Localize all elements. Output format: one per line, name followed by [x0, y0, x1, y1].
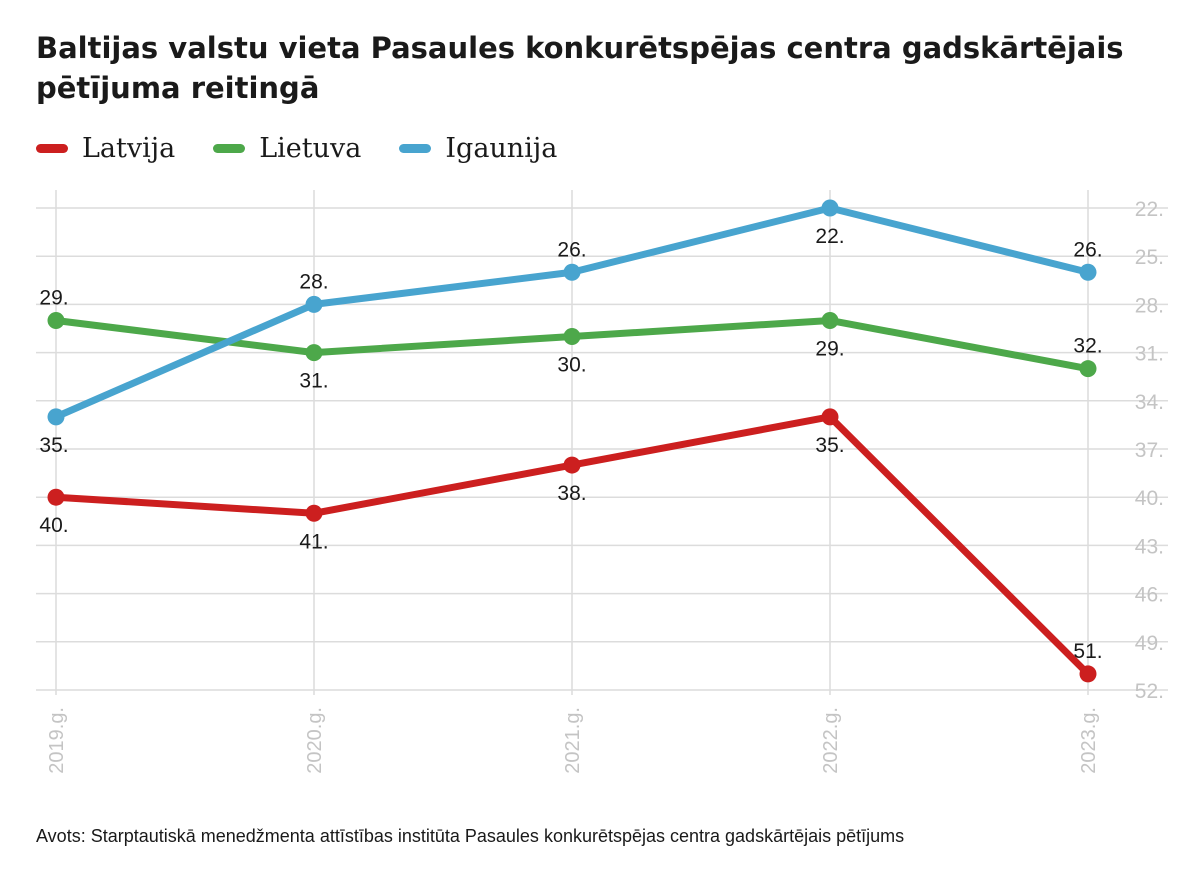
data-label-latvija: 35. [815, 434, 844, 457]
y-tick-label: 52. [1135, 680, 1164, 703]
data-point-latvija [47, 488, 65, 506]
legend-label-latvija: Latvija [82, 132, 176, 164]
data-point-lietuva [305, 344, 323, 362]
legend-swatch-lietuva [213, 143, 246, 153]
data-point-latvija [305, 504, 323, 522]
legend-item-latvija: Latvija [36, 133, 175, 164]
y-tick-label: 43. [1135, 535, 1164, 558]
y-tick-label: 31. [1135, 343, 1164, 366]
data-label-igaunija: 26. [1073, 238, 1102, 261]
data-point-igaunija [47, 408, 65, 426]
data-label-lietuva: 29. [39, 286, 68, 309]
data-point-lietuva [1079, 360, 1097, 378]
y-tick-label: 25. [1135, 246, 1164, 269]
x-tick-label: 2023.g. [1078, 707, 1100, 774]
y-tick-label: 49. [1135, 632, 1164, 655]
source-note: Avots: Starptautiskā menedžmenta attīstī… [36, 826, 905, 846]
data-point-lietuva [821, 311, 839, 329]
legend-item-lietuva: Lietuva [213, 133, 361, 164]
data-point-igaunija [563, 263, 581, 281]
y-tick-label: 22. [1135, 198, 1164, 221]
data-label-latvija: 38. [557, 482, 586, 505]
y-tick-label: 37. [1135, 439, 1164, 462]
data-point-igaunija [305, 295, 323, 313]
data-point-latvija [1079, 665, 1097, 683]
data-point-lietuva [563, 328, 581, 346]
x-tick-label: 2019.g. [46, 707, 68, 774]
legend-item-igaunija: Igaunija [399, 133, 557, 164]
data-label-lietuva: 29. [815, 337, 844, 360]
legend-label-igaunija: Igaunija [445, 132, 558, 164]
y-tick-label: 34. [1135, 391, 1164, 414]
y-tick-label: 28. [1135, 294, 1164, 317]
data-label-lietuva: 32. [1073, 335, 1102, 358]
data-label-igaunija: 28. [299, 270, 328, 293]
data-point-latvija [563, 456, 581, 474]
legend-label-lietuva: Lietuva [259, 132, 362, 164]
data-point-igaunija [821, 199, 839, 217]
data-label-lietuva: 31. [299, 370, 328, 393]
legend-swatch-latvija [36, 143, 68, 153]
data-label-igaunija: 26. [557, 238, 586, 261]
y-tick-label: 40. [1135, 487, 1164, 510]
data-label-igaunija: 22. [815, 225, 844, 248]
x-tick-label: 2020.g. [304, 707, 326, 774]
data-label-latvija: 51. [1073, 640, 1102, 663]
legend: Latvija Lietuva Igaunija [36, 128, 557, 168]
data-point-latvija [821, 408, 839, 426]
y-tick-label: 46. [1135, 584, 1164, 607]
data-label-latvija: 40. [39, 514, 68, 537]
line-chart: 22. 25. 28. 31. 34. 37. 40. 43. 46. 49. 52. 2019.g.… [36, 190, 1168, 774]
data-label-lietuva: 30. [557, 354, 586, 377]
chart-title: Baltijas valstu vieta Pasaules konkurēts… [36, 31, 1124, 105]
data-point-igaunija [1079, 263, 1097, 281]
x-tick-label: 2022.g. [820, 707, 842, 774]
data-point-lietuva [47, 311, 65, 329]
legend-swatch-igaunija [399, 143, 432, 153]
data-label-latvija: 41. [299, 530, 328, 553]
x-tick-label: 2021.g. [562, 707, 584, 774]
data-label-igaunija: 35. [39, 434, 68, 457]
